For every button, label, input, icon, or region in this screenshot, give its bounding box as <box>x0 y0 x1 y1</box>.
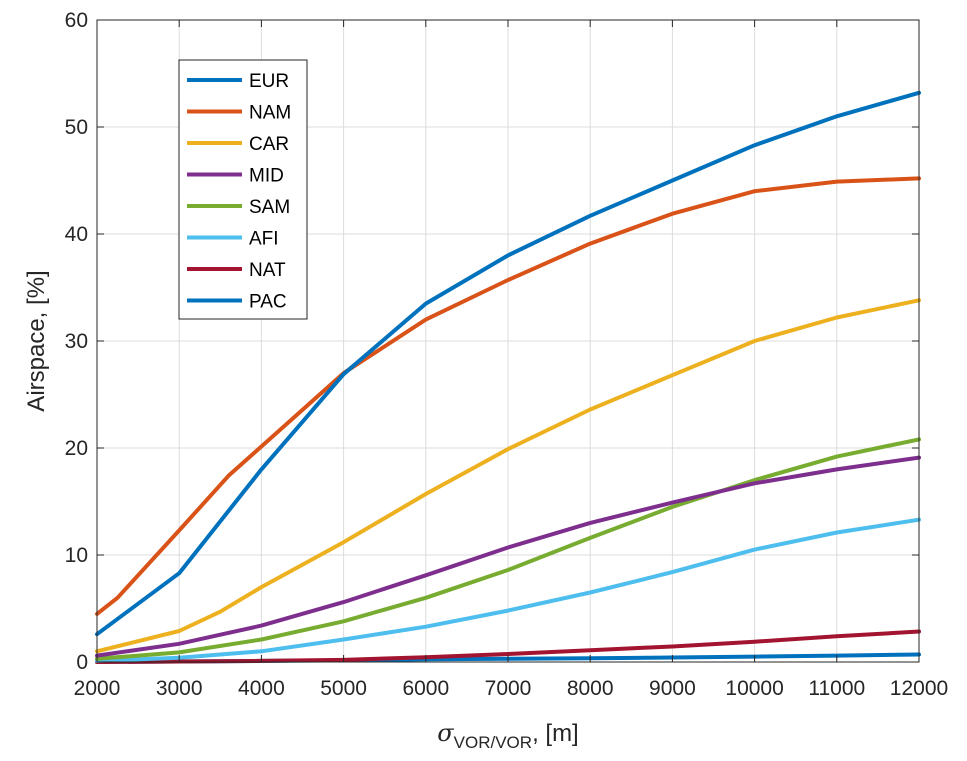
x-tick-label: 3000 <box>156 677 203 700</box>
y-tick-label: 20 <box>65 437 88 460</box>
legend-label-pac: PAC <box>249 292 287 313</box>
legend-label-nat: NAT <box>249 260 286 281</box>
legend-label-mid: MID <box>249 166 284 187</box>
x-tick-label: 11000 <box>808 677 865 700</box>
x-tick-label: 10000 <box>725 677 783 700</box>
legend-label-eur: EUR <box>249 71 289 92</box>
series-line-car <box>95 298 921 654</box>
x-tick-label: 7000 <box>485 677 532 700</box>
y-axis-label: Airspace, [%] <box>23 270 50 411</box>
x-tick-label: 6000 <box>402 677 449 700</box>
x-tick-label: 4000 <box>238 677 285 700</box>
y-tick-label: 40 <box>65 223 88 246</box>
series-line-sam <box>95 437 921 661</box>
x-axis-label-suffix: , [m] <box>532 720 579 747</box>
legend-label-afi: AFI <box>249 229 279 250</box>
legend: EUR NAM CAR MID SAM AFI NAT PAC <box>178 59 308 320</box>
x-tick-label: 5000 <box>320 677 367 700</box>
legend-label-sam: SAM <box>249 197 290 218</box>
series-line-afi <box>95 517 921 663</box>
legend-label-car: CAR <box>249 134 289 155</box>
x-axis-label-subscript: VOR/VOR <box>454 733 532 752</box>
series-line-nat <box>95 629 921 664</box>
x-tick-label: 12000 <box>890 677 948 700</box>
legend-box <box>178 59 308 320</box>
x-tick-label: 8000 <box>567 677 614 700</box>
x-tick-label: 2000 <box>74 677 121 700</box>
x-axis-label: σVOR/VOR, [m] <box>437 719 578 752</box>
series-line-mid <box>95 455 921 658</box>
series-line-nam <box>95 176 921 616</box>
x-axis-label-sigma: σ <box>437 719 454 747</box>
y-tick-label: 30 <box>65 330 88 353</box>
x-tick-label: 9000 <box>649 677 696 700</box>
series-line-eur <box>95 90 921 637</box>
axis-ticks: 2000 3000 4000 5000 6000 7000 8000 9000 10000 110… <box>65 9 949 700</box>
y-tick-label: 10 <box>65 544 88 567</box>
y-tick-label: 50 <box>65 116 88 139</box>
y-tick-label: 0 <box>76 651 88 674</box>
legend-label-nam: NAM <box>249 103 291 124</box>
y-tick-label: 60 <box>65 9 88 32</box>
